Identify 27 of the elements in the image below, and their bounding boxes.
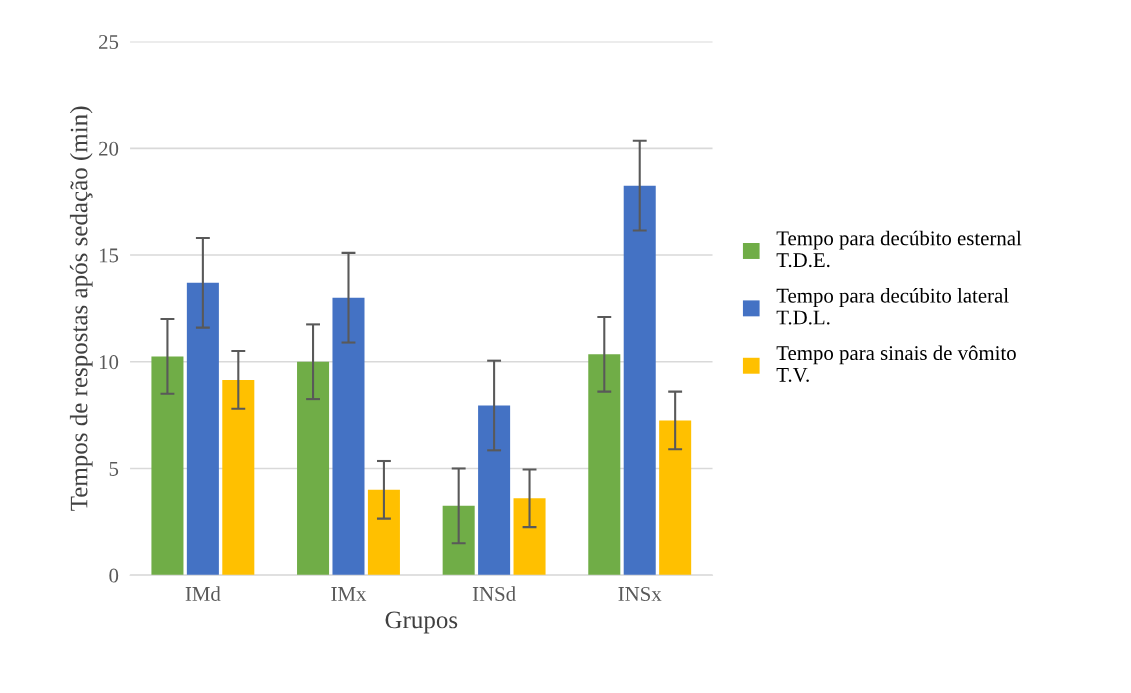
y-tick-label: 20 (99, 141, 119, 156)
bar (151, 356, 184, 576)
bar (297, 361, 330, 576)
bar (588, 354, 621, 576)
bar (186, 282, 219, 576)
bar (659, 420, 692, 576)
legend-label: Tempo para decúbito esternal T.D.E. (776, 230, 1022, 268)
y-tick-label: 15 (99, 248, 119, 263)
bar (442, 505, 475, 576)
y-axis-title: Tempos de respostas após sedação (min) (69, 106, 93, 511)
bar (478, 405, 511, 576)
x-tick-label: INSd (472, 586, 516, 601)
y-tick-label: 0 (109, 568, 119, 583)
bar (513, 498, 546, 576)
x-tick-label: INSx (618, 586, 662, 601)
bar (332, 297, 365, 576)
y-tick-label: 10 (99, 355, 119, 370)
x-tick-label: IMx (331, 587, 367, 601)
legend-label: Tempo para sinais de vômito T.V. (776, 345, 1016, 382)
bar (623, 185, 656, 576)
y-tick-label: 25 (99, 35, 119, 50)
bar (367, 489, 400, 576)
bar (222, 379, 255, 576)
y-tick-label: 5 (109, 462, 119, 476)
x-axis-title: Grupos (385, 611, 458, 634)
x-tick-label: IMd (185, 586, 221, 601)
legend-label: Tempo para decúbito lateral T.D.L. (776, 288, 1009, 325)
